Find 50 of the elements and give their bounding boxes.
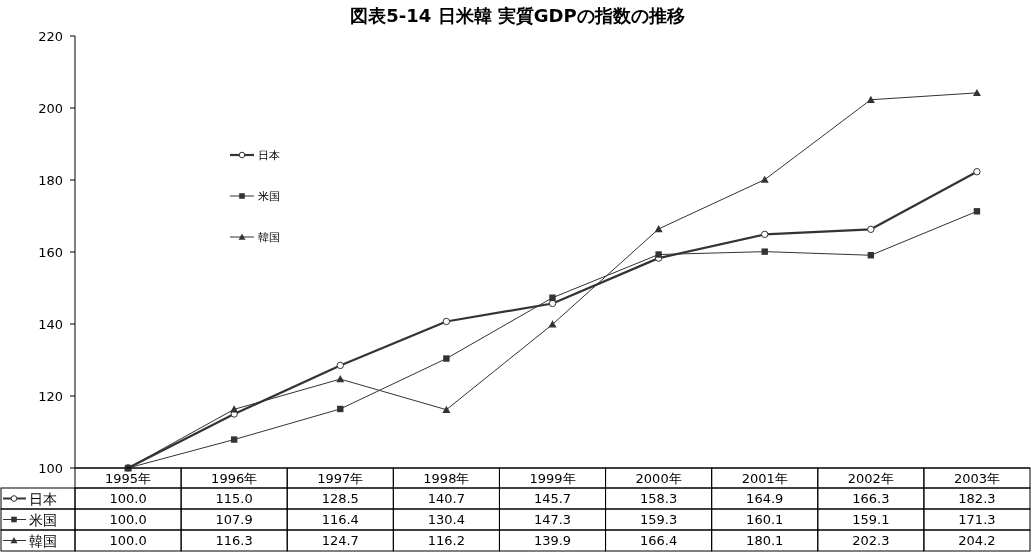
data-label: 115.0	[215, 491, 253, 506]
y-tick-label: 120	[38, 389, 63, 404]
data-label: 140.7	[427, 491, 465, 506]
legend-label: 日本	[258, 149, 280, 162]
data-label: 116.2	[427, 533, 465, 548]
x-tick-label: 2000年	[635, 471, 682, 486]
y-tick-label: 100	[38, 461, 63, 476]
text: 米国	[29, 512, 57, 528]
data-label: 124.7	[321, 533, 359, 548]
x-tick-label: 1999年	[529, 471, 576, 486]
data-label: 180.1	[746, 533, 784, 548]
y-tick-label: 180	[38, 173, 63, 188]
data-label: 204.2	[958, 533, 996, 548]
data-label: 100.0	[109, 491, 147, 506]
data-label: 145.7	[533, 491, 572, 506]
data-label: 128.5	[321, 491, 359, 506]
data-label: 166.3	[852, 491, 890, 506]
x-tick-label: 1996年	[211, 471, 258, 486]
legend-label: 米国	[258, 190, 280, 203]
data-label: 100.0	[109, 533, 147, 548]
y-tick-label: 140	[38, 317, 63, 332]
x-tick-label: 2003年	[953, 471, 1000, 486]
data-label: 116.4	[321, 512, 359, 527]
data-label: 171.3	[958, 512, 996, 527]
data-label: 147.3	[533, 512, 572, 527]
data-label: 139.9	[533, 533, 572, 548]
data-label: 164.9	[746, 491, 784, 506]
data-label: 107.9	[215, 512, 253, 527]
y-tick-label: 220	[38, 29, 63, 44]
x-tick-label: 1997年	[317, 471, 364, 486]
chart-title: 図表5-14 日米韓 実質GDPの指数の推移	[350, 5, 685, 26]
legend-label: 韓国	[258, 231, 280, 244]
text: 韓国	[29, 533, 57, 549]
y-tick-label: 200	[38, 101, 63, 116]
data-label: 159.1	[852, 512, 890, 527]
data-label: 166.4	[640, 533, 678, 548]
data-label: 202.3	[852, 533, 890, 548]
x-tick-label: 1998年	[423, 471, 470, 486]
data-label: 158.3	[640, 491, 678, 506]
data-label: 160.1	[746, 512, 784, 527]
x-tick-label: 1995年	[105, 471, 152, 486]
y-tick-label: 160	[38, 245, 63, 260]
x-tick-label: 2001年	[741, 471, 788, 486]
text: 日本	[29, 491, 57, 507]
data-label: 159.3	[640, 512, 678, 527]
x-tick-label: 2002年	[847, 471, 894, 486]
data-label: 116.3	[215, 533, 253, 548]
data-label: 182.3	[958, 491, 996, 506]
data-label: 130.4	[427, 512, 465, 527]
data-label: 100.0	[109, 512, 147, 527]
